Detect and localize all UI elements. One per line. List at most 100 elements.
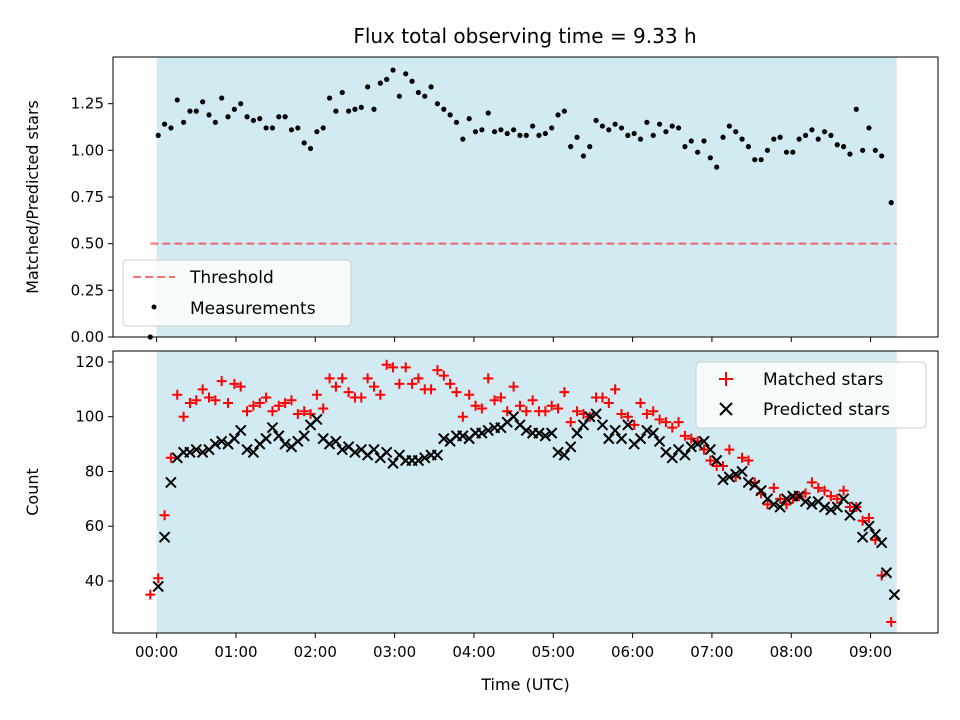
matched-star-point xyxy=(197,384,208,395)
legend-measurements-label: Measurements xyxy=(190,299,316,319)
predicted-star-point xyxy=(850,501,863,513)
predicted-star-point xyxy=(419,452,431,464)
predicted-star-point xyxy=(768,498,780,511)
ratio-legend: Threshold Measurements xyxy=(122,259,352,327)
measurement-point xyxy=(282,114,288,120)
matched-star-point xyxy=(648,406,659,417)
measurement-point xyxy=(485,110,491,116)
measurement-point xyxy=(796,136,802,142)
matched-star-point xyxy=(565,417,576,428)
predicted-star-point xyxy=(545,427,558,439)
predicted-star-point xyxy=(533,427,545,439)
predicted-star-point xyxy=(837,493,850,505)
matched-star-point xyxy=(191,395,202,406)
predicted-star-point xyxy=(158,531,171,543)
matched-star-point xyxy=(165,452,176,463)
measurement-point xyxy=(187,108,193,114)
measurement-point xyxy=(269,125,276,131)
measurement-point xyxy=(257,116,263,122)
predicted-star-point xyxy=(615,432,628,445)
predicted-star-point xyxy=(368,443,380,456)
predicted-star-point xyxy=(260,432,272,445)
measurement-point xyxy=(250,117,257,124)
matched-star-point xyxy=(464,389,475,400)
measurement-point xyxy=(307,145,314,152)
matched-star-point xyxy=(178,411,189,422)
predicted-star-point xyxy=(438,432,450,445)
predicted-star-point xyxy=(710,454,723,467)
predicted-star-point xyxy=(387,457,399,469)
measurement-point xyxy=(606,127,612,133)
predicted-star-point xyxy=(235,424,247,437)
measurement-point xyxy=(472,129,479,135)
measurement-point xyxy=(415,89,422,96)
predicted-star-point xyxy=(653,435,666,448)
matched-star-point xyxy=(248,400,259,411)
y-tick-label: 1.00 xyxy=(71,141,104,159)
measurement-point xyxy=(714,164,720,170)
matched-star-point xyxy=(616,408,627,419)
predicted-star-point xyxy=(330,435,342,448)
predicted-star-point xyxy=(577,419,590,431)
matched-star-point xyxy=(280,398,291,409)
predicted-star-point xyxy=(558,449,571,461)
matched-star-point xyxy=(375,389,386,400)
measurement-point xyxy=(428,84,434,90)
matched-star-point xyxy=(413,373,424,384)
figure-title: Flux total observing time = 9.33 h xyxy=(353,24,696,48)
measurement-point xyxy=(707,155,713,161)
matched-star-point xyxy=(724,444,735,455)
matched-star-point xyxy=(235,381,246,392)
predicted-star-point xyxy=(755,484,767,497)
matched-star-point xyxy=(521,406,532,417)
measurement-point xyxy=(599,123,606,129)
measurement-point xyxy=(422,93,428,99)
measurement-point xyxy=(530,123,536,129)
matched-star-point xyxy=(356,392,367,403)
predicted-star-point xyxy=(647,427,659,439)
matched-star-point xyxy=(299,406,310,417)
measurement-point xyxy=(745,144,752,150)
predicted-star-point xyxy=(298,430,310,442)
counts-x-axis-label: Time (UTC) xyxy=(480,675,569,694)
measurement-point xyxy=(384,76,390,82)
matched-star-point xyxy=(318,403,329,414)
measurement-point xyxy=(333,108,339,114)
matched-star-point xyxy=(495,392,506,403)
x-tick-label: 01:00 xyxy=(214,643,257,661)
measurement-point xyxy=(733,129,739,135)
measurement-point xyxy=(555,112,561,118)
matched-star-point xyxy=(267,406,278,417)
matched-star-point xyxy=(159,510,170,521)
matched-star-point xyxy=(368,381,379,392)
matched-star-point xyxy=(546,400,557,411)
predicted-star-point xyxy=(634,432,647,445)
y-tick-label: 1.25 xyxy=(71,95,104,113)
predicted-star-point xyxy=(584,411,596,423)
matched-star-point xyxy=(597,392,608,403)
measurement-point xyxy=(815,136,821,142)
matched-star-point xyxy=(660,417,671,428)
x-tick-label: 07:00 xyxy=(690,643,733,661)
predicted-star-point xyxy=(241,443,253,456)
predicted-star-point xyxy=(247,446,260,459)
measurement-point xyxy=(238,101,244,107)
y-tick-label: 0.00 xyxy=(71,328,104,346)
matched-star-point xyxy=(698,444,709,455)
predicted-star-point xyxy=(603,432,615,445)
predicted-star-point xyxy=(279,438,291,450)
measurement-point xyxy=(396,93,402,99)
matched-star-point xyxy=(242,406,253,417)
measurement-point xyxy=(434,101,441,107)
matched-star-point xyxy=(635,398,646,409)
matched-star-point xyxy=(610,384,621,395)
measurement-point xyxy=(783,149,790,155)
predicted-star-point xyxy=(482,424,494,437)
matched-star-point xyxy=(508,381,519,392)
x-tick-label: 04:00 xyxy=(452,643,495,661)
measurement-point xyxy=(758,157,764,163)
measurement-point xyxy=(504,130,510,137)
matched-star-point xyxy=(292,408,303,419)
matched-star-point xyxy=(622,411,633,422)
measurement-point xyxy=(517,132,523,138)
